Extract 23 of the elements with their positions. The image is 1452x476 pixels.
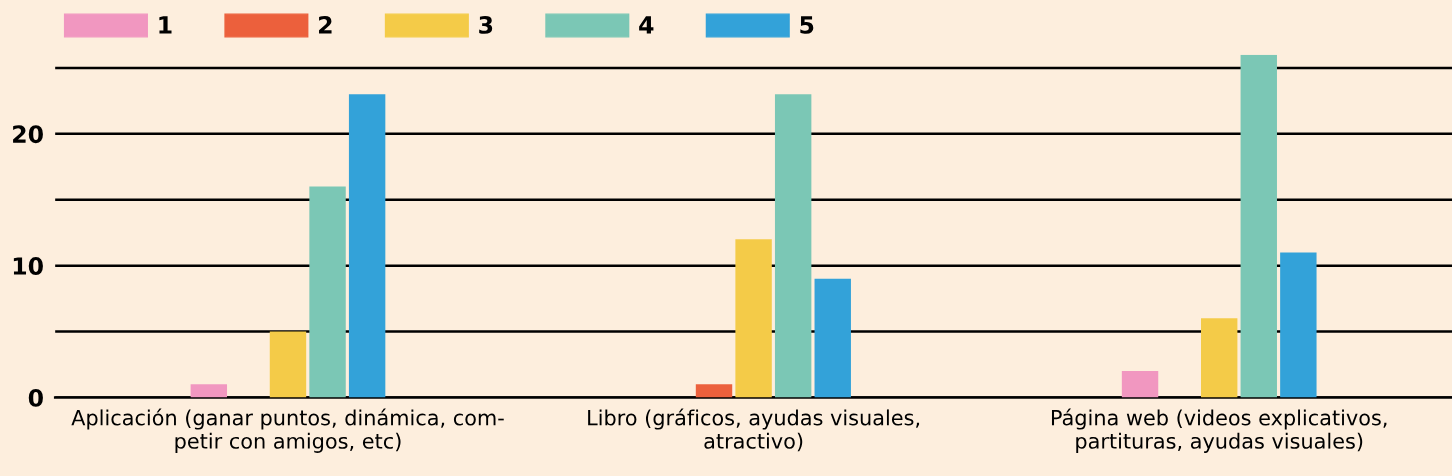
bar bbox=[814, 278, 851, 398]
bar bbox=[1280, 252, 1317, 398]
x-tick-label: Libro (gráficos, ayudas visuales, atractivo) bbox=[588, 408, 920, 452]
legend-label: 2 bbox=[319, 16, 332, 34]
bar bbox=[1200, 318, 1238, 398]
legend-label: 4 bbox=[639, 16, 654, 34]
bar bbox=[695, 384, 733, 398]
bar bbox=[1121, 371, 1159, 398]
y-tick-label: 0 bbox=[28, 388, 43, 407]
x-tick-label: Página web (videos explicativos, partituras, ayudas visuales) bbox=[1051, 408, 1387, 453]
bar bbox=[735, 239, 772, 398]
y-tick-label: 10 bbox=[13, 257, 43, 275]
bar bbox=[269, 331, 307, 398]
bar bbox=[309, 186, 346, 398]
bar bbox=[774, 94, 812, 398]
legend-label: 1 bbox=[159, 16, 172, 34]
bar bbox=[1240, 54, 1277, 398]
legend-label: 3 bbox=[479, 16, 493, 34]
bar bbox=[348, 94, 386, 398]
bar bbox=[190, 384, 228, 398]
legend-label: 5 bbox=[800, 16, 814, 34]
x-tick-label: Aplicación (ganar puntos, dinámica, com- petir con amigos, etc) bbox=[71, 408, 504, 453]
y-tick-label: 20 bbox=[13, 125, 43, 144]
